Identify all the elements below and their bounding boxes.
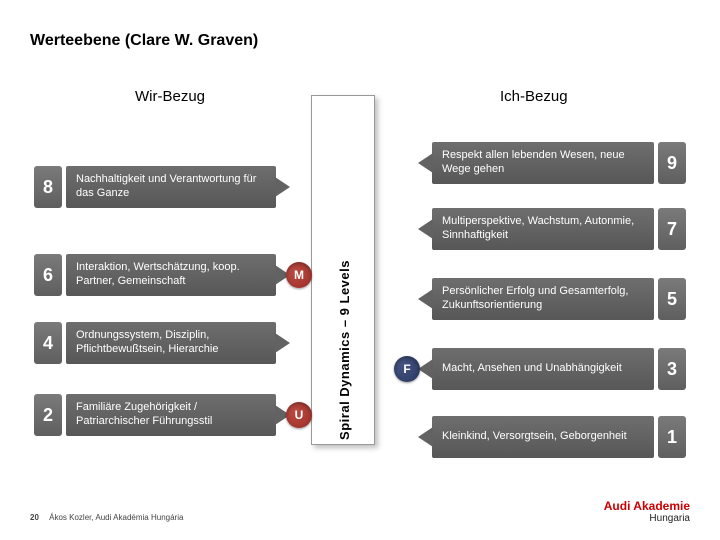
- level-text: Familiäre Zugehörigkeit / Patriarchische…: [66, 394, 276, 436]
- arrow-right-icon: [275, 177, 290, 197]
- level-number: 8: [34, 166, 62, 208]
- column-header-right: Ich-Bezug: [500, 88, 568, 105]
- level-text: Ordnungssystem, Disziplin, Pflichtbewußt…: [66, 322, 276, 364]
- logo: Audi Akademie Hungaria: [604, 499, 690, 524]
- footer: 20 Ákos Kozler, Audi Akadémia Hungária: [30, 513, 183, 522]
- level-number: 4: [34, 322, 62, 364]
- center-label: Spiral Dynamics – 9 Levels: [337, 260, 352, 440]
- level-item-right: 1Kleinkind, Versorgtsein, Geborgenheit: [432, 416, 686, 458]
- level-number: 7: [658, 208, 686, 250]
- marker-badge: U: [286, 402, 312, 428]
- level-item-left: 4Ordnungssystem, Disziplin, Pflichtbewuß…: [34, 322, 276, 364]
- arrow-left-icon: [418, 153, 433, 173]
- arrow-left-icon: [418, 289, 433, 309]
- logo-line2: Hungaria: [604, 513, 690, 524]
- level-item-left: 2Familiäre Zugehörigkeit / Patriarchisch…: [34, 394, 276, 436]
- level-item-right: 9Respekt allen lebenden Wesen, neue Wege…: [432, 142, 686, 184]
- logo-line1: Audi Akademie: [604, 499, 690, 513]
- page-title: Werteebene (Clare W. Graven): [30, 32, 258, 50]
- level-number: 5: [658, 278, 686, 320]
- level-text: Macht, Ansehen und Unabhängigkeit: [432, 348, 654, 390]
- level-number: 9: [658, 142, 686, 184]
- level-item-right: 5Persönlicher Erfolg und Gesamt­erfolg, …: [432, 278, 686, 320]
- level-item-left: 8Nachhaltigkeit und Verantwortung für da…: [34, 166, 276, 208]
- level-text: Kleinkind, Versorgtsein, Geborgenheit: [432, 416, 654, 458]
- level-text: Persönlicher Erfolg und Gesamt­erfolg, Z…: [432, 278, 654, 320]
- arrow-left-icon: [418, 427, 433, 447]
- level-text: Nachhaltigkeit und Verantwortung für das…: [66, 166, 276, 208]
- level-text: Interaktion, Wertschätzung, koop. Partne…: [66, 254, 276, 296]
- level-number: 3: [658, 348, 686, 390]
- level-text: Respekt allen lebenden Wesen, neue Wege …: [432, 142, 654, 184]
- marker-badge: F: [394, 356, 420, 382]
- arrow-right-icon: [275, 333, 290, 353]
- column-header-left: Wir-Bezug: [135, 88, 205, 105]
- level-item-right: 3Macht, Ansehen und Unabhängigkeit: [432, 348, 686, 390]
- marker-badge: M: [286, 262, 312, 288]
- level-item-left: 6Interaktion, Wertschätzung, koop. Partn…: [34, 254, 276, 296]
- level-text: Multiperspektive, Wachstum, Autonmie, Si…: [432, 208, 654, 250]
- level-number: 6: [34, 254, 62, 296]
- level-number: 1: [658, 416, 686, 458]
- page-number: 20: [30, 513, 39, 522]
- level-number: 2: [34, 394, 62, 436]
- arrow-left-icon: [418, 219, 433, 239]
- footer-credit: Ákos Kozler, Audi Akadémia Hungária: [49, 513, 183, 522]
- level-item-right: 7Multiperspektive, Wachstum, Autonmie, S…: [432, 208, 686, 250]
- arrow-left-icon: [418, 359, 433, 379]
